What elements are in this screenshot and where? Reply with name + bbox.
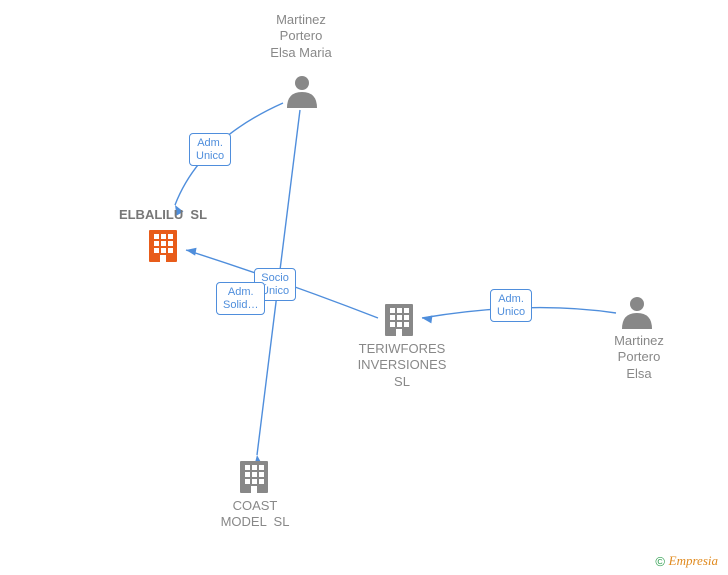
footer-brand: Empresia [669, 553, 718, 568]
footer-attribution: © Empresia [655, 553, 718, 569]
edge-label-e3b: Adm. Solid… [216, 282, 265, 315]
node-label-person1[interactable]: Martinez Portero Elsa Maria [256, 12, 346, 61]
network-canvas [0, 0, 728, 575]
person-icon-person1[interactable] [287, 76, 317, 108]
person-icon-person2[interactable] [622, 297, 652, 329]
edge-label-e1: Adm. Unico [189, 133, 231, 166]
edge-arrow-e4 [421, 314, 432, 323]
node-label-coast[interactable]: COAST MODEL SL [210, 498, 300, 531]
node-label-person2[interactable]: Martinez Portero Elsa [604, 333, 674, 382]
node-label-elbalilu[interactable]: ELBALILU SL [108, 207, 218, 223]
copyright-symbol: © [655, 554, 665, 569]
edge-label-e4: Adm. Unico [490, 289, 532, 322]
node-label-teriwfores[interactable]: TERIWFORES INVERSIONES SL [354, 341, 450, 390]
building-icon-teriwfores[interactable] [385, 304, 413, 336]
building-icon-elbalilu[interactable] [149, 230, 177, 262]
building-icon-coast[interactable] [240, 461, 268, 493]
